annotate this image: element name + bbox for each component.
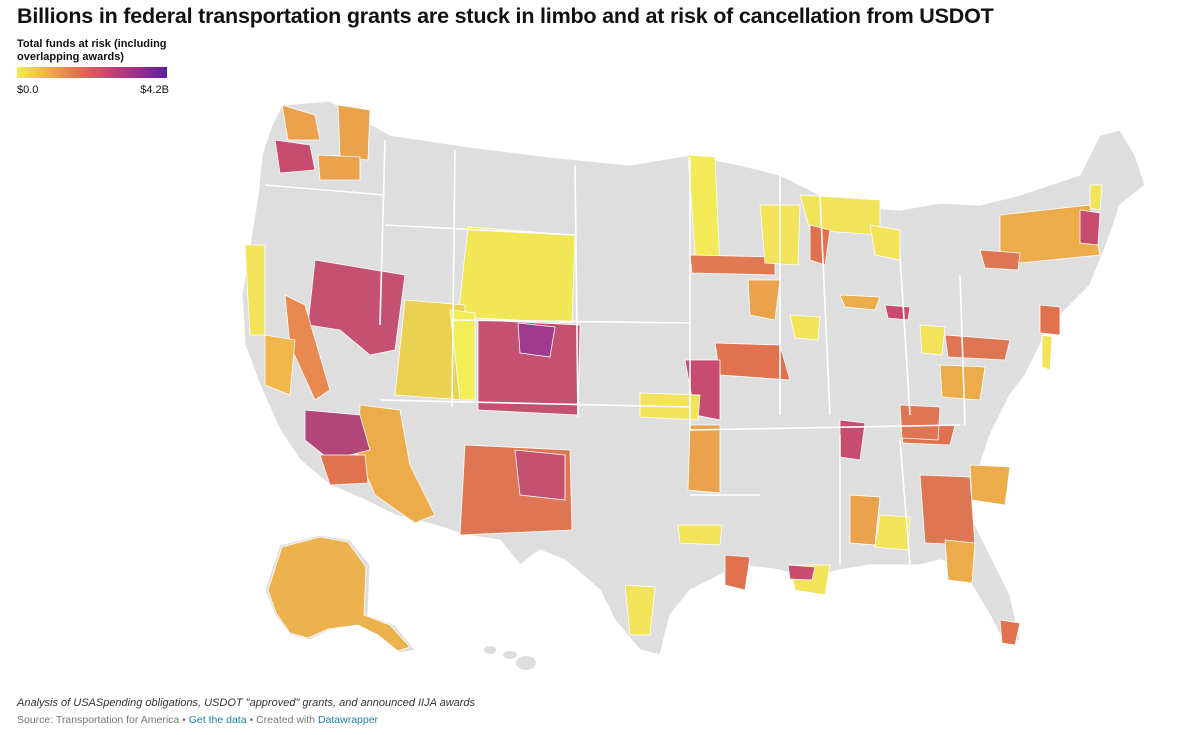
district-in — [839, 294, 881, 311]
district-tn-east — [899, 404, 941, 441]
district-wa-west — [274, 139, 316, 174]
district-vt — [1089, 184, 1103, 211]
district-co-north — [517, 322, 556, 358]
district-tx-east — [724, 554, 751, 591]
us-choropleth-map — [241, 100, 1146, 670]
district-oh — [919, 324, 946, 356]
color-legend: Total funds at risk (including overlappi… — [17, 38, 169, 96]
district-il — [789, 314, 821, 341]
chart-note: Analysis of USASpending obligations, USD… — [17, 697, 476, 709]
district-ok — [687, 424, 721, 494]
district-wy — [457, 226, 576, 324]
legend-min-label: $0.0 — [17, 84, 39, 96]
district-ms — [849, 494, 881, 546]
datawrapper-link[interactable]: Datawrapper — [317, 714, 379, 726]
district-pa — [944, 334, 1011, 361]
district-ca-inland — [264, 334, 296, 396]
district-nj — [1039, 304, 1061, 336]
district-wa-north — [281, 104, 321, 141]
district-la-north — [677, 524, 723, 546]
district-mi-west — [809, 224, 831, 266]
district-ga-south — [944, 539, 976, 584]
district-ca-south — [319, 454, 369, 486]
district-mn-south — [689, 254, 776, 276]
state-borders — [264, 139, 966, 566]
district-tx-south — [624, 584, 656, 636]
district-ny-west — [979, 249, 1021, 271]
district-ny — [999, 204, 1101, 266]
district-fl-south — [999, 619, 1021, 646]
chart-title: Billions in federal transportation grant… — [17, 4, 994, 28]
hawaii-shape — [484, 646, 536, 670]
district-alaska — [267, 536, 411, 652]
district-ca-central — [284, 294, 331, 401]
district-wa-east — [337, 104, 371, 161]
district-ut-central — [449, 309, 476, 401]
district-ma — [1079, 209, 1101, 246]
source-line: Source: Transportation for America • Get… — [17, 714, 379, 726]
district-wv — [939, 364, 986, 401]
legend-gradient-bar — [17, 67, 167, 78]
district-al — [874, 514, 911, 551]
district-la-no — [787, 564, 816, 581]
legend-title: Total funds at risk (including overlappi… — [17, 38, 167, 63]
district-ia — [747, 279, 781, 321]
legend-max-label: $4.2B — [140, 84, 169, 96]
funded-districts — [244, 104, 1103, 646]
district-mo — [714, 342, 791, 381]
district-sc — [969, 464, 1011, 506]
district-or — [317, 154, 361, 181]
district-ga — [919, 474, 976, 546]
district-nm-north — [514, 449, 566, 501]
district-de — [1041, 334, 1053, 371]
get-the-data-link[interactable]: Get the data — [188, 714, 247, 726]
district-oh-north — [884, 304, 911, 321]
